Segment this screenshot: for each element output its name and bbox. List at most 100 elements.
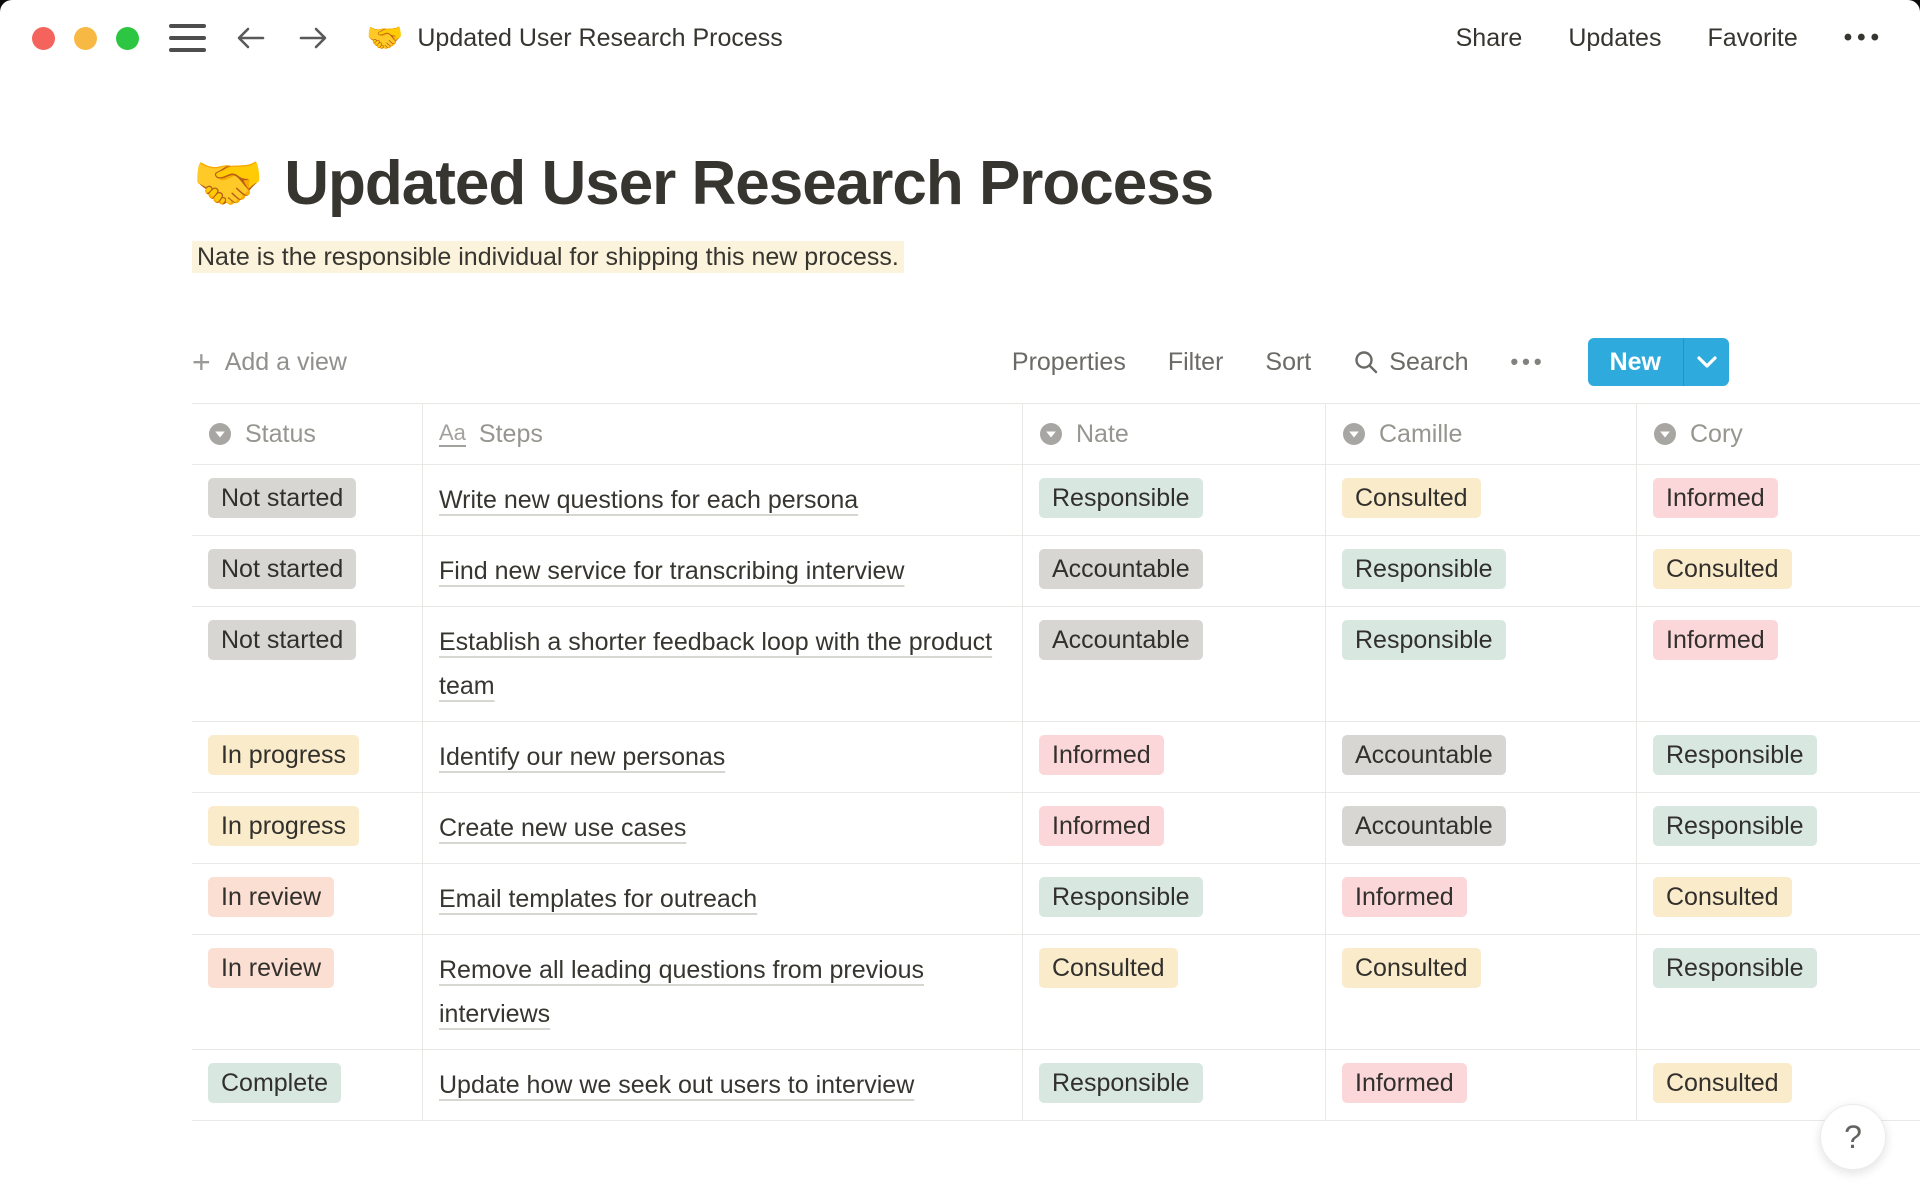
- page-emoji-icon[interactable]: 🤝: [192, 150, 265, 216]
- raci-badge[interactable]: Responsible: [1039, 478, 1203, 518]
- raci-badge[interactable]: Consulted: [1342, 478, 1481, 518]
- add-view-button[interactable]: + Add a view: [192, 346, 347, 378]
- raci-badge[interactable]: Consulted: [1653, 877, 1792, 917]
- raci-cell-camille[interactable]: Responsible: [1325, 607, 1636, 721]
- raci-cell-cory[interactable]: Informed: [1636, 465, 1920, 535]
- status-badge[interactable]: Not started: [208, 478, 357, 518]
- step-link[interactable]: Find new service for transcribing interv…: [439, 557, 905, 585]
- raci-badge[interactable]: Informed: [1653, 620, 1778, 660]
- zoom-window-button[interactable]: [116, 26, 139, 50]
- sidebar-menu-icon[interactable]: [169, 24, 206, 52]
- raci-cell-nate[interactable]: Informed: [1022, 722, 1325, 792]
- raci-cell-cory[interactable]: Informed: [1636, 607, 1920, 721]
- step-cell[interactable]: Find new service for transcribing interv…: [422, 536, 1022, 606]
- column-header-steps[interactable]: Aa Steps: [422, 404, 1022, 464]
- step-link[interactable]: Remove all leading questions from previo…: [439, 956, 924, 1028]
- share-button[interactable]: Share: [1455, 23, 1523, 52]
- status-cell[interactable]: Not started: [192, 607, 422, 721]
- status-badge[interactable]: In progress: [208, 735, 360, 775]
- view-more-options-icon[interactable]: •••: [1510, 349, 1546, 374]
- column-header-nate[interactable]: Nate: [1022, 404, 1325, 464]
- raci-cell-nate[interactable]: Responsible: [1022, 465, 1325, 535]
- status-badge[interactable]: In review: [208, 877, 335, 917]
- raci-cell-nate[interactable]: Consulted: [1022, 935, 1325, 1049]
- raci-badge[interactable]: Informed: [1342, 1063, 1467, 1103]
- more-options-icon[interactable]: •••: [1843, 24, 1884, 51]
- new-button-dropdown[interactable]: [1683, 338, 1729, 386]
- raci-badge[interactable]: Accountable: [1342, 806, 1506, 846]
- raci-badge[interactable]: Responsible: [1039, 877, 1203, 917]
- raci-badge[interactable]: Consulted: [1342, 948, 1481, 988]
- raci-cell-camille[interactable]: Accountable: [1325, 722, 1636, 792]
- column-header-status[interactable]: Status: [192, 404, 422, 464]
- status-cell[interactable]: In progress: [192, 793, 422, 863]
- raci-badge[interactable]: Accountable: [1342, 735, 1506, 775]
- raci-badge[interactable]: Consulted: [1653, 549, 1792, 589]
- close-window-button[interactable]: [32, 26, 55, 50]
- raci-cell-camille[interactable]: Consulted: [1325, 465, 1636, 535]
- raci-badge[interactable]: Responsible: [1039, 1063, 1203, 1103]
- raci-cell-cory[interactable]: Consulted: [1636, 864, 1920, 934]
- raci-cell-nate[interactable]: Accountable: [1022, 607, 1325, 721]
- status-cell[interactable]: Not started: [192, 465, 422, 535]
- raci-badge[interactable]: Accountable: [1039, 620, 1203, 660]
- raci-cell-camille[interactable]: Consulted: [1325, 935, 1636, 1049]
- step-cell[interactable]: Email templates for outreach: [422, 864, 1022, 934]
- step-cell[interactable]: Write new questions for each persona: [422, 465, 1022, 535]
- raci-badge[interactable]: Responsible: [1342, 620, 1506, 660]
- raci-badge[interactable]: Informed: [1653, 478, 1778, 518]
- step-link[interactable]: Identify our new personas: [439, 743, 726, 771]
- raci-cell-camille[interactable]: Responsible: [1325, 536, 1636, 606]
- search-button[interactable]: Search: [1353, 348, 1468, 377]
- step-cell[interactable]: Establish a shorter feedback loop with t…: [422, 607, 1022, 721]
- step-link[interactable]: Create new use cases: [439, 814, 687, 842]
- status-badge[interactable]: In review: [208, 948, 335, 988]
- raci-cell-nate[interactable]: Responsible: [1022, 1050, 1325, 1120]
- status-cell[interactable]: Complete: [192, 1050, 422, 1120]
- updates-button[interactable]: Updates: [1568, 23, 1662, 52]
- step-cell[interactable]: Create new use cases: [422, 793, 1022, 863]
- status-badge[interactable]: In progress: [208, 806, 360, 846]
- status-badge[interactable]: Not started: [208, 620, 357, 660]
- properties-button[interactable]: Properties: [1011, 347, 1126, 376]
- raci-cell-cory[interactable]: Consulted: [1636, 1050, 1920, 1120]
- status-cell[interactable]: Not started: [192, 536, 422, 606]
- status-cell[interactable]: In progress: [192, 722, 422, 792]
- step-cell[interactable]: Identify our new personas: [422, 722, 1022, 792]
- new-record-button[interactable]: New: [1587, 338, 1729, 386]
- raci-badge[interactable]: Responsible: [1653, 735, 1817, 775]
- favorite-button[interactable]: Favorite: [1707, 23, 1798, 52]
- forward-arrow-icon[interactable]: [296, 21, 330, 55]
- step-cell[interactable]: Remove all leading questions from previo…: [422, 935, 1022, 1049]
- status-cell[interactable]: In review: [192, 864, 422, 934]
- raci-cell-camille[interactable]: Accountable: [1325, 793, 1636, 863]
- raci-badge[interactable]: Informed: [1342, 877, 1467, 917]
- raci-badge[interactable]: Consulted: [1653, 1063, 1792, 1103]
- raci-cell-nate[interactable]: Informed: [1022, 793, 1325, 863]
- raci-cell-cory[interactable]: Responsible: [1636, 935, 1920, 1049]
- raci-cell-camille[interactable]: Informed: [1325, 864, 1636, 934]
- status-cell[interactable]: In review: [192, 935, 422, 1049]
- page-callout[interactable]: Nate is the responsible individual for s…: [192, 241, 904, 273]
- status-badge[interactable]: Not started: [208, 549, 357, 589]
- raci-badge[interactable]: Accountable: [1039, 549, 1203, 589]
- status-badge[interactable]: Complete: [208, 1063, 341, 1103]
- minimize-window-button[interactable]: [74, 26, 97, 50]
- raci-badge[interactable]: Responsible: [1653, 948, 1817, 988]
- filter-button[interactable]: Filter: [1167, 347, 1224, 376]
- raci-cell-nate[interactable]: Responsible: [1022, 864, 1325, 934]
- column-header-cory[interactable]: Cory: [1636, 404, 1920, 464]
- step-link[interactable]: Email templates for outreach: [439, 885, 758, 913]
- page-title[interactable]: Updated User Research Process: [284, 149, 1214, 218]
- step-link[interactable]: Write new questions for each persona: [439, 486, 859, 514]
- column-header-camille[interactable]: Camille: [1325, 404, 1636, 464]
- raci-cell-cory[interactable]: Responsible: [1636, 793, 1920, 863]
- raci-badge[interactable]: Consulted: [1039, 948, 1178, 988]
- raci-badge[interactable]: Informed: [1039, 735, 1164, 775]
- step-cell[interactable]: Update how we seek out users to intervie…: [422, 1050, 1022, 1120]
- back-arrow-icon[interactable]: [234, 21, 268, 55]
- raci-badge[interactable]: Responsible: [1342, 549, 1506, 589]
- step-link[interactable]: Update how we seek out users to intervie…: [439, 1071, 915, 1099]
- raci-badge[interactable]: Informed: [1039, 806, 1164, 846]
- step-link[interactable]: Establish a shorter feedback loop with t…: [439, 628, 993, 700]
